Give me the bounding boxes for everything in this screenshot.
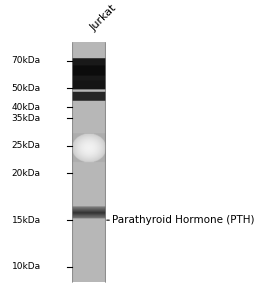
Text: 50kDa: 50kDa xyxy=(12,83,41,92)
Text: Jurkat: Jurkat xyxy=(89,3,119,33)
Text: Parathyroid Hormone (PTH): Parathyroid Hormone (PTH) xyxy=(112,215,254,225)
Text: 10kDa: 10kDa xyxy=(12,262,41,272)
Text: 20kDa: 20kDa xyxy=(12,169,41,178)
Text: 35kDa: 35kDa xyxy=(12,114,41,123)
Text: 15kDa: 15kDa xyxy=(12,216,41,225)
Text: 40kDa: 40kDa xyxy=(12,103,41,112)
Bar xyxy=(72,43,105,282)
Text: 70kDa: 70kDa xyxy=(12,56,41,65)
Text: 25kDa: 25kDa xyxy=(12,141,41,150)
